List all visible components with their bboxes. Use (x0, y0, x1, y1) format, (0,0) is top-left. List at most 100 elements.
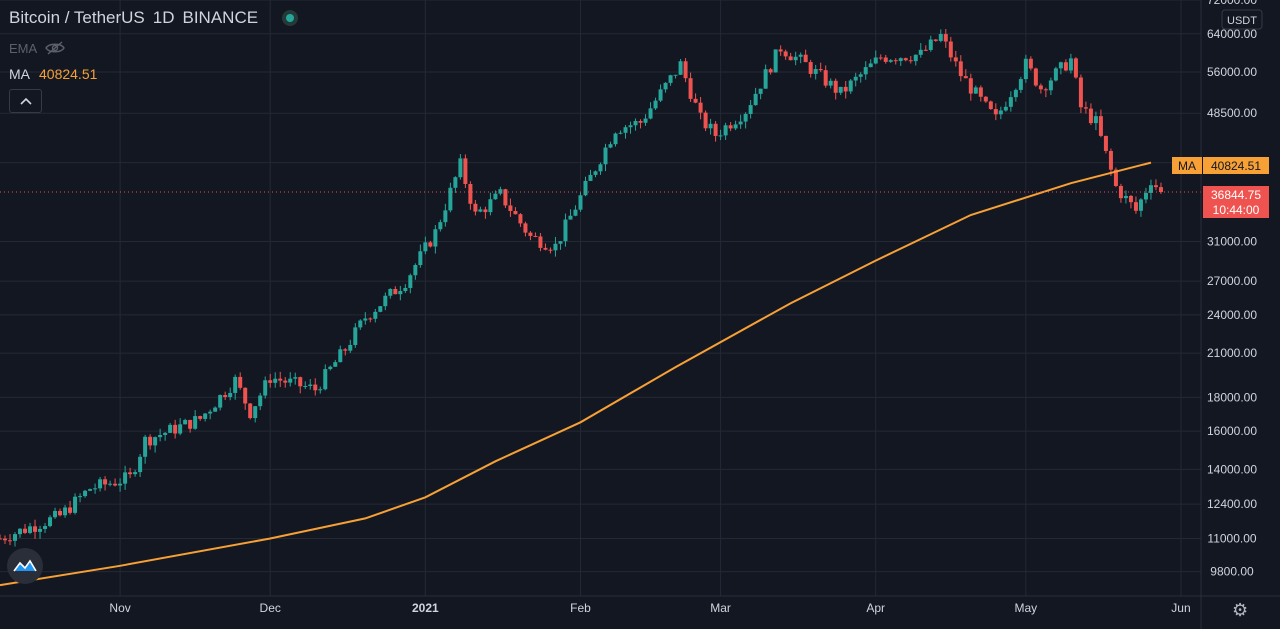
candle (923, 45, 928, 52)
candle (353, 323, 358, 348)
price-tick-label: 14000.00 (1207, 462, 1257, 476)
candle (458, 154, 463, 180)
price-tick-label: 27000.00 (1207, 274, 1257, 288)
candle (573, 205, 578, 217)
candle (153, 436, 158, 453)
candle (1098, 109, 1103, 138)
candle (718, 129, 723, 141)
candle (743, 112, 748, 129)
candle (898, 57, 903, 66)
candle (683, 58, 688, 83)
candle (328, 365, 333, 371)
ma-badge-label: MA (1178, 159, 1196, 173)
candle (438, 219, 443, 232)
candle (278, 371, 283, 388)
moving-average-line (0, 161, 1152, 587)
candle (178, 418, 183, 436)
candle (753, 87, 758, 106)
candle (758, 88, 763, 100)
ma-badge: MA 40824.51 (1172, 157, 1269, 174)
ma-indicator-row[interactable]: MA 40824.51 (9, 66, 97, 82)
tradingview-logo-icon[interactable] (7, 548, 43, 584)
candle (838, 86, 843, 96)
candle (848, 79, 853, 94)
candle (958, 55, 963, 82)
candle (738, 114, 743, 129)
market-status-icon (282, 10, 299, 26)
candle (1078, 74, 1083, 114)
candle (23, 523, 28, 535)
candle (763, 64, 768, 89)
candle (118, 478, 123, 492)
time-axis[interactable] (0, 596, 1280, 629)
candle (158, 428, 163, 442)
candle (1003, 101, 1008, 112)
interval-label[interactable]: 1D (152, 8, 175, 27)
gear-icon[interactable]: ⚙ (1232, 600, 1249, 620)
candle (553, 236, 558, 257)
candle (473, 200, 478, 216)
time-tick-label: Apr (866, 601, 885, 615)
candle (678, 58, 683, 76)
candle (643, 114, 648, 126)
candle (343, 347, 348, 356)
candle (218, 394, 223, 411)
price-tick-label: 21000.00 (1207, 346, 1257, 360)
price-tick-label: 18000.00 (1207, 390, 1257, 404)
candle (783, 49, 788, 60)
candle (98, 476, 103, 492)
candle (283, 377, 288, 388)
price-tick-label: 56000.00 (1207, 65, 1257, 79)
candle (748, 99, 753, 119)
candle (668, 74, 673, 86)
candle (1023, 54, 1028, 83)
price-tick-label: 72000.00 (1207, 0, 1257, 7)
candle (863, 61, 868, 80)
candle (933, 39, 938, 42)
candle (568, 209, 573, 220)
candle (233, 374, 238, 400)
candle (878, 54, 883, 61)
time-tick-label: Jun (1171, 601, 1190, 615)
candle (403, 284, 408, 294)
candle (588, 169, 593, 182)
candle (213, 406, 218, 412)
price-axis[interactable] (1201, 0, 1280, 629)
candle (488, 192, 493, 216)
candle (183, 418, 188, 425)
candle (83, 489, 88, 498)
candle (323, 364, 328, 391)
candle (223, 391, 228, 400)
candle (263, 376, 268, 399)
candle (608, 141, 613, 149)
candle (973, 85, 978, 94)
symbol-name[interactable]: Bitcoin / TetherUS (9, 8, 145, 27)
candle (673, 74, 678, 79)
candle (338, 345, 343, 363)
ema-label: EMA (9, 40, 38, 56)
candle (63, 504, 68, 518)
candle (893, 58, 898, 65)
candle (238, 372, 243, 390)
candle (1093, 111, 1098, 131)
candle (978, 85, 983, 102)
candle (13, 532, 18, 547)
candle (938, 29, 943, 43)
ema-indicator-row[interactable]: EMA (9, 40, 65, 56)
candle (803, 49, 808, 63)
candle (493, 190, 498, 200)
candle (693, 93, 698, 104)
collapse-legend-button[interactable] (9, 89, 42, 113)
candle (1088, 103, 1093, 126)
candle (198, 415, 203, 421)
price-tick-labels: 72000.00 64000.00 56000.00 48500.00 31000.00… (1207, 0, 1257, 579)
candle (1043, 87, 1048, 98)
eye-off-icon[interactable] (45, 40, 65, 56)
candle (163, 431, 168, 441)
candle (368, 317, 373, 323)
candle (358, 319, 363, 330)
candle (603, 143, 608, 172)
ma-value: 40824.51 (39, 66, 98, 82)
candle (478, 206, 483, 213)
